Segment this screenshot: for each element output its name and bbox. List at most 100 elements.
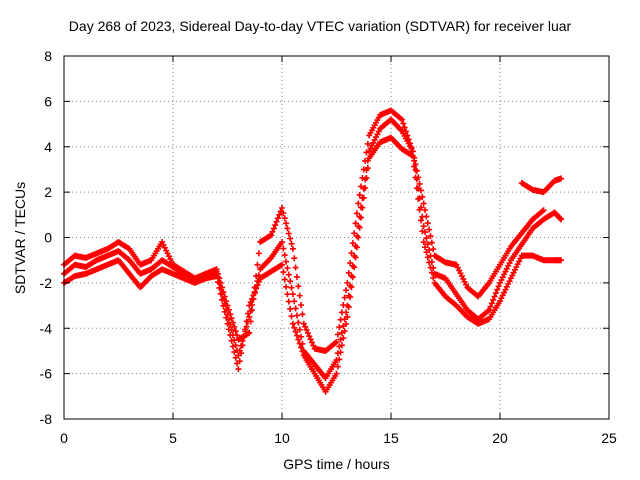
data-point [231,349,238,356]
data-point [284,265,291,272]
data-point [285,271,292,278]
data-point [348,284,355,291]
data-point [249,295,256,302]
data-point [540,207,547,214]
data-point [269,228,276,235]
data-point [240,334,247,341]
y-axis-label: SDTVAR / TECUs [12,181,28,295]
data-point [415,195,422,202]
data-point [295,283,302,290]
data-point [292,328,299,335]
data-point [427,264,434,271]
data-point [291,298,298,305]
data-point [412,167,419,174]
chart-title: Day 268 of 2023, Sidereal Day-to-day VTE… [68,18,572,34]
data-point [219,296,226,303]
data-point [423,249,430,256]
data-point [334,331,341,338]
x-tick-label: 0 [60,430,68,446]
data-point [291,255,298,262]
data-point [303,326,310,333]
data-point [420,239,427,246]
data-point [409,152,416,159]
data-point [490,296,497,303]
data-point [296,326,303,333]
data-point [488,300,495,307]
data-point [298,301,305,308]
data-point [430,246,437,253]
data-point [341,328,348,335]
data-point [306,333,313,340]
data-point [279,239,285,246]
data-point [364,165,371,172]
data-point [280,269,287,276]
data-point [351,264,358,271]
data-point [411,163,418,170]
x-tick-label: 5 [169,430,177,446]
data-point [243,318,250,325]
data-point [362,184,369,191]
data-point [360,194,367,201]
data-point [239,342,246,349]
data-point [300,320,307,327]
data-point [285,230,292,237]
data-point [224,320,231,327]
data-point [231,323,238,330]
data-point [251,288,258,295]
data-point [247,299,254,306]
data-point [495,283,502,290]
data-point [284,225,291,232]
data-point [288,313,295,320]
data-point [491,293,498,300]
data-point [285,298,292,305]
y-tick-label: 0 [44,230,52,246]
data-point [340,335,347,342]
data-point [558,175,565,182]
data-point [283,283,290,290]
data-point [242,326,249,333]
data-point [281,252,288,259]
data-point [333,370,340,377]
data-point [422,244,429,251]
data-point [246,329,253,336]
data-point [333,338,340,345]
data-point [343,287,350,294]
data-point [363,174,370,181]
series-track-4 [518,175,565,196]
data-point [336,356,343,363]
data-point [293,312,300,319]
data-point [338,342,345,349]
data-point [336,324,343,331]
data-point [428,269,435,276]
data-point [430,274,437,281]
y-tick-label: 8 [44,48,52,64]
data-point [302,323,309,330]
data-point [274,215,281,222]
x-tick-label: 20 [492,430,508,446]
data-point [427,233,434,240]
data-point [289,320,296,327]
data-point [291,324,298,331]
data-point [343,309,350,316]
data-point [283,258,290,265]
data-point [355,234,362,241]
data-point [254,261,261,268]
data-point [398,116,405,123]
data-point [293,332,300,339]
data-point [296,340,303,347]
data-point [419,228,426,235]
data-point [424,254,431,261]
data-point [272,222,279,229]
data-point [288,284,295,291]
x-tick-label: 10 [274,430,290,446]
data-point [214,279,221,286]
data-point [217,290,224,297]
y-tick-label: -8 [40,411,53,427]
y-tick-label: -4 [40,320,53,336]
data-point [420,223,427,230]
data-points [61,107,565,395]
data-point [304,330,311,337]
data-point [236,358,243,365]
series-track-2 [61,116,565,382]
data-point [281,276,288,283]
